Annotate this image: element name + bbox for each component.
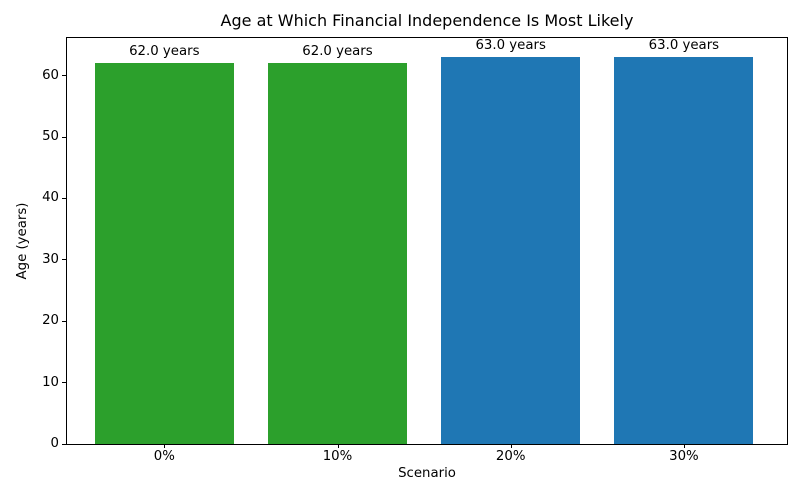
y-tick-label: 40 <box>42 190 59 206</box>
y-tick-label: 10 <box>42 374 59 390</box>
bar-value-label: 62.0 years <box>129 44 200 59</box>
bar-10% <box>268 63 407 444</box>
y-tick <box>62 320 66 322</box>
x-tick <box>337 444 339 448</box>
y-tick-label: 60 <box>42 67 59 83</box>
y-tick-label: 30 <box>42 251 59 267</box>
bar-value-label: 63.0 years <box>475 38 546 53</box>
y-tick <box>62 259 66 261</box>
bar-value-label: 62.0 years <box>302 44 373 59</box>
y-tick <box>62 136 66 138</box>
x-tick <box>164 444 166 448</box>
plot-area: 62.0 years 0% 62.0 years 10% 63.0 years 20% 63… <box>42 37 788 464</box>
y-tick <box>62 197 66 199</box>
y-tick-label: 20 <box>42 313 59 329</box>
bar-value-label: 63.0 years <box>648 38 720 53</box>
y-tick <box>62 382 66 384</box>
y-tick-label: 0 <box>50 436 59 451</box>
bar-30% <box>614 57 754 444</box>
x-tick <box>683 444 685 448</box>
y-axis-label: Age (years) <box>15 202 30 280</box>
y-tick <box>62 443 66 445</box>
y-tick-label: 50 <box>42 129 59 145</box>
x-tick-label: 30% <box>669 449 699 464</box>
bar-0% <box>94 63 234 444</box>
y-tick <box>62 75 66 77</box>
x-axis-label: Scenario <box>398 466 456 481</box>
x-tick-label: 0% <box>153 449 175 464</box>
x-tick-label: 20% <box>495 449 526 464</box>
chart-title: Age at Which Financial Independence Is M… <box>220 11 634 30</box>
bar-20% <box>441 57 581 444</box>
x-tick-label: 10% <box>322 449 353 464</box>
x-tick <box>510 444 512 448</box>
